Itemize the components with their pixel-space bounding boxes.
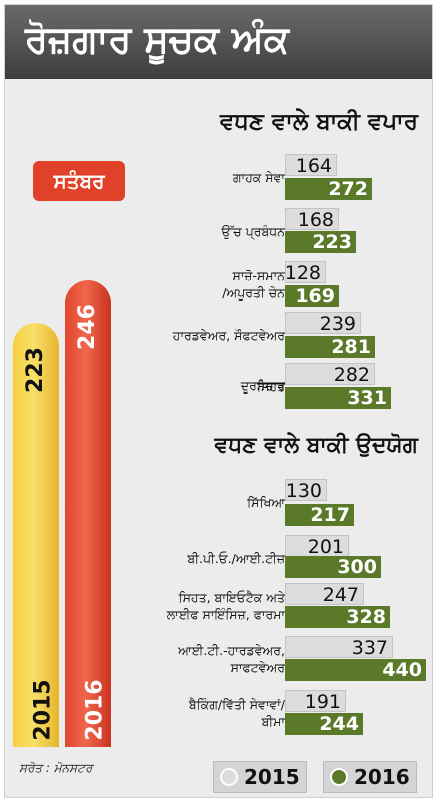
- pillar-year-2015: 2015: [30, 679, 56, 741]
- bar-2015-1-0: 164: [285, 154, 337, 177]
- section-title-trades: ਵਧਣ ਵਾਲੇ ਬਾਕੀ ਵਪਾਰ: [219, 109, 418, 135]
- bar-2016-1-1: 223: [285, 231, 356, 253]
- bar-2016-2-2: 328: [285, 606, 390, 628]
- pillar-2015: 223 2015: [13, 323, 59, 747]
- pillar-year-2016: 2016: [82, 679, 108, 741]
- bar-label-1-2: ਸਾਜ਼ੋ-ਸਮਾਨ/ਅਪੂਰਤੀ ਚੇਨ: [222, 267, 285, 301]
- bar-2016-1-2: 169: [285, 285, 339, 307]
- bar-label-line: ਦੂਰਸੰਚਾਰ: [240, 377, 285, 393]
- bar-label-2-0: ਸਿੱਖਿਆ: [247, 494, 285, 511]
- bar-label-line: ਸਾਫਟਵੇਅਰ: [230, 660, 285, 675]
- bar-label-line: ਬੀ.ਪੀ.ਓ./ਆਈ.ਟੀਜ਼: [187, 550, 285, 566]
- source-note: ਸਰੋਤ : ਮੋਨਸਟਰ: [19, 761, 93, 775]
- bar-value-2015: 164: [295, 155, 332, 177]
- bar-2015-2-4: 191: [285, 690, 346, 713]
- legend-swatch-2015: [220, 768, 238, 786]
- bar-value-2016: 440: [382, 659, 422, 681]
- legend-label-2015: 2015: [244, 765, 300, 789]
- bar-label-1-4: ਦੂਰਸੰਚਾਰ: [241, 377, 285, 394]
- infographic-frame: ਰੋਜ਼ਗਾਰ ਸੂਚਕ ਅੰਕ ਵਧਣ ਵਾਲੇ ਬਾਕੀ ਵਪਾਰ ਵਧਣ …: [4, 4, 433, 798]
- bar-label-line: ਉੱਚ ਪ੍ਰਬੰਧਨ: [221, 223, 285, 239]
- bar-2015-2-1: 201: [285, 535, 349, 558]
- bar-label-line: ਹਾਰਡਵੇਅਰ, ਸੌਫਟਵੇਅਰ: [172, 327, 285, 343]
- page-title: ਰੋਜ਼ਗਾਰ ਸੂਚਕ ਅੰਕ: [25, 18, 289, 61]
- bar-label-2-4: ਬੈਕਿੰਗ/ਵਿੱਤੀ ਸੇਵਾਵਾਂ/ ਬੀਮਾ: [189, 696, 285, 730]
- bar-value-2015: 201: [307, 536, 344, 558]
- legend-item-2015: 2015: [213, 761, 307, 793]
- bar-value-2016: 328: [346, 606, 386, 628]
- bar-label-1-5: ਸਿਹਤ: [257, 378, 285, 395]
- bar-2016-1-5: 331: [285, 387, 391, 409]
- bar-value-2016: 281: [331, 336, 371, 358]
- bar-label-line: ਸਿੱਖਿਆ: [247, 494, 285, 510]
- bar-label-line: ਲਾਈਫ ਸਾਇੰਸਿਜ਼, ਫਾਰਮਾ: [166, 607, 285, 622]
- bar-label-2-1: ਬੀ.ਪੀ.ਓ./ਆਈ.ਟੀਜ਼: [187, 550, 285, 567]
- bar-2015-1-5: 282: [285, 363, 375, 386]
- bar-label-1-1: ਉੱਚ ਪ੍ਰਬੰਧਨ: [221, 223, 285, 240]
- bar-2015-1-1: 168: [285, 208, 339, 231]
- bar-value-2015: 191: [304, 691, 341, 713]
- bar-2016-1-3: 281: [285, 336, 375, 358]
- bar-2015-2-3: 337: [285, 636, 393, 659]
- section-title-industries: ਵਧਣ ਵਾਲੇ ਬਾਕੀ ਉਦਯੋਗ: [214, 433, 418, 458]
- bar-label-line: ਆਈ.ਟੀ.-ਹਾਰਡਵੇਅਰ,: [178, 643, 285, 658]
- bar-2015-2-2: 247: [285, 583, 364, 606]
- month-badge: ਸਤੰਬਰ: [33, 161, 125, 201]
- bar-label-line: /ਅਪੂਰਤੀ ਚੇਨ: [222, 285, 285, 300]
- bar-value-2016: 169: [295, 285, 335, 307]
- legend-label-2016: 2016: [354, 765, 410, 789]
- bar-value-2016: 331: [347, 387, 387, 409]
- bar-2016-2-0: 217: [285, 504, 354, 526]
- bar-2016-2-4: 244: [285, 713, 363, 735]
- bar-2016-1-0: 272: [285, 178, 372, 200]
- bar-value-2016: 300: [337, 556, 377, 578]
- bar-label-1-0: ਗਾਹਕ ਸੇਵਾ: [233, 169, 285, 186]
- bar-label-line: ਬੀਮਾ: [261, 714, 285, 729]
- bar-value-2016: 217: [310, 504, 350, 526]
- bar-value-2016: 272: [328, 178, 368, 200]
- header-band: ਰੋਜ਼ਗਾਰ ਸੂਚਕ ਅੰਕ: [5, 5, 432, 79]
- pillar-value-2015: 223: [23, 347, 48, 393]
- pillar-value-2016: 246: [75, 304, 100, 350]
- bar-value-2016: 244: [319, 713, 359, 735]
- bar-value-2015: 128: [284, 262, 321, 284]
- legend-swatch-2016: [330, 768, 348, 786]
- bar-2016-2-3: 440: [285, 659, 426, 681]
- bar-value-2015: 282: [333, 364, 370, 386]
- bar-value-2015: 337: [351, 637, 388, 659]
- bar-value-2016: 223: [312, 231, 352, 253]
- bar-label-line: ਸਾਜ਼ੋ-ਸਮਾਨ: [232, 268, 286, 283]
- bar-value-2015: 130: [285, 480, 322, 502]
- bar-label-line: ਬੈਕਿੰਗ/ਵਿੱਤੀ ਸੇਵਾਵਾਂ/: [188, 697, 285, 712]
- bar-label-1-3: ਹਾਰਡਵੇਅਰ, ਸੌਫਟਵੇਅਰ: [173, 327, 285, 344]
- bar-label-2-2: ਸਿਹਤ, ਬਾਇਓਟੈਕ ਅਤੇ ਲਾਈਫ ਸਾਇੰਸਿਜ਼, ਫਾਰਮਾ: [167, 589, 285, 623]
- bar-2015-1-3: 239: [285, 312, 361, 335]
- bar-label-line: ਸਿਹਤ, ਬਾਇਓਟੈਕ ਅਤੇ: [178, 590, 285, 605]
- bar-value-2015: 247: [322, 584, 359, 606]
- bar-label-line: ਗਾਹਕ ਸੇਵਾ: [232, 169, 285, 185]
- bar-label-line: ਸਿਹਤ: [256, 378, 285, 394]
- bar-value-2015: 239: [319, 313, 356, 335]
- bar-value-2015: 168: [297, 209, 334, 231]
- bar-label-2-3: ਆਈ.ਟੀ.-ਹਾਰਡਵੇਅਰ, ਸਾਫਟਵੇਅਰ: [178, 642, 285, 676]
- pillar-2016: 246 2016: [65, 280, 111, 747]
- legend-item-2016: 2016: [323, 761, 417, 793]
- bar-2015-2-0: 130: [285, 479, 327, 502]
- bar-2016-2-1: 300: [285, 556, 381, 578]
- bar-2015-1-2: 128: [284, 261, 326, 284]
